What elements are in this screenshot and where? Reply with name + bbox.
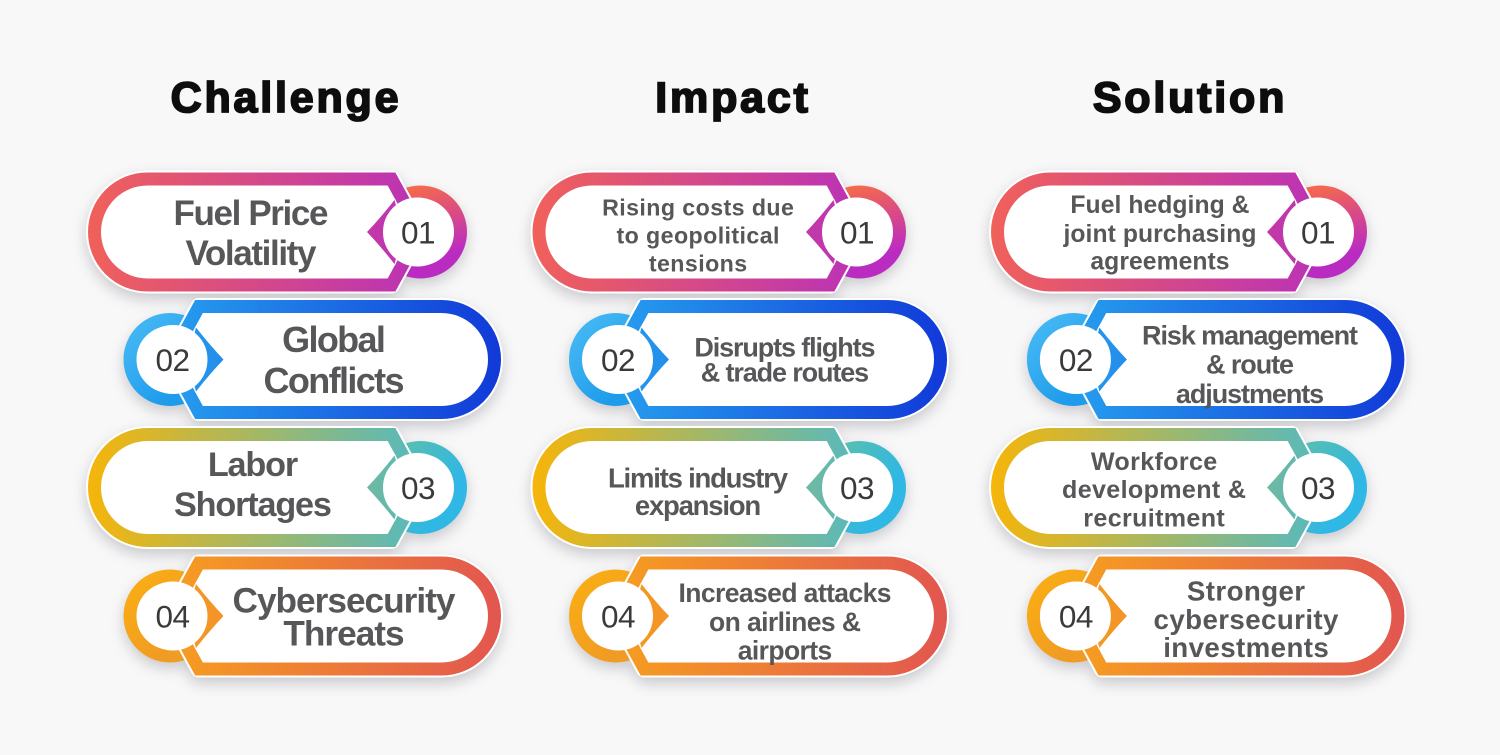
svg-text:Fuel Price: Fuel Price — [174, 194, 328, 233]
svg-text:03: 03 — [840, 470, 874, 506]
svg-text:03: 03 — [401, 470, 435, 506]
svg-text:investments: investments — [1163, 632, 1329, 663]
svg-text:& route: & route — [1206, 350, 1294, 380]
svg-text:Global: Global — [282, 319, 384, 360]
svg-text:& trade routes: & trade routes — [701, 358, 868, 388]
svg-text:01: 01 — [840, 214, 874, 250]
svg-text:agreements: agreements — [1090, 249, 1229, 276]
svg-text:joint purchasing: joint purchasing — [1063, 221, 1257, 248]
svg-text:03: 03 — [1301, 470, 1335, 506]
svg-text:Threats: Threats — [283, 615, 404, 654]
svg-text:Solution: Solution — [1093, 74, 1287, 122]
svg-text:Shortages: Shortages — [174, 486, 331, 524]
svg-text:development &: development & — [1062, 476, 1246, 504]
svg-text:cybersecurity: cybersecurity — [1154, 604, 1339, 635]
svg-text:adjustments: adjustments — [1176, 379, 1323, 409]
svg-text:Workforce: Workforce — [1091, 448, 1218, 476]
svg-text:expansion: expansion — [635, 490, 760, 521]
svg-text:Disrupts flights: Disrupts flights — [694, 333, 874, 363]
svg-text:01: 01 — [1301, 214, 1335, 250]
svg-text:on airlines &: on airlines & — [709, 607, 861, 637]
svg-text:04: 04 — [1059, 598, 1093, 634]
svg-text:Stronger: Stronger — [1187, 576, 1306, 607]
svg-text:Volatility: Volatility — [186, 234, 317, 273]
svg-text:02: 02 — [1059, 342, 1093, 378]
svg-text:02: 02 — [601, 342, 635, 378]
svg-text:tensions: tensions — [649, 251, 748, 277]
svg-text:Limits industry: Limits industry — [608, 463, 789, 494]
svg-text:Risk management: Risk management — [1142, 320, 1358, 350]
svg-text:Challenge: Challenge — [171, 74, 402, 122]
svg-text:recruitment: recruitment — [1083, 504, 1225, 532]
svg-text:02: 02 — [155, 342, 189, 378]
svg-text:Rising costs due: Rising costs due — [602, 195, 794, 221]
svg-text:Increased attacks: Increased attacks — [678, 578, 890, 608]
svg-text:Cybersecurity: Cybersecurity — [233, 581, 456, 620]
svg-text:Conflicts: Conflicts — [264, 360, 404, 401]
svg-text:airports: airports — [738, 636, 832, 666]
svg-text:to geopolitical: to geopolitical — [616, 223, 779, 249]
svg-text:Labor: Labor — [208, 446, 298, 484]
svg-text:Fuel hedging &: Fuel hedging & — [1070, 192, 1249, 219]
svg-text:04: 04 — [601, 598, 635, 634]
svg-text:04: 04 — [155, 598, 189, 634]
svg-text:01: 01 — [401, 214, 435, 250]
svg-text:Impact: Impact — [655, 74, 810, 122]
